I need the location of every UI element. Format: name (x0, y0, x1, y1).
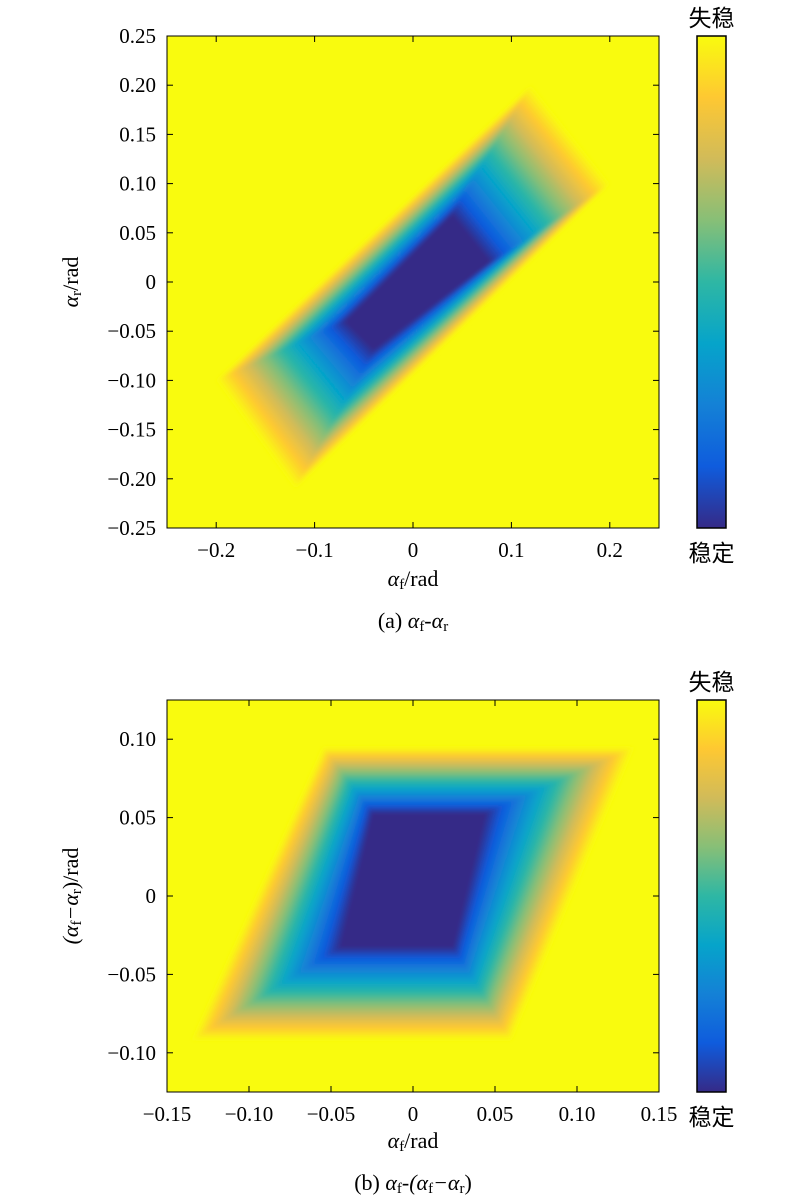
x-tick-label: −0.10 (225, 1102, 274, 1126)
heatmap-level (339, 812, 487, 948)
y-tick-label: 0.20 (119, 73, 156, 97)
x-tick-label: 0 (408, 538, 419, 562)
colorbar (696, 35, 727, 529)
y-tick-label: −0.25 (107, 516, 156, 540)
y-tick-label: −0.10 (107, 1041, 156, 1065)
chart-panel-a: −0.2 −0.1 0 0.1 0.20.250.200.150.100.050−0.0… (58, 6, 735, 635)
y-tick-label: −0.15 (107, 418, 156, 442)
colorbar-bottom-label: 稳定 (689, 1105, 735, 1130)
y-tick-label: 0.05 (119, 806, 156, 830)
x-tick-label: −0.05 (307, 1102, 356, 1126)
y-tick-label: 0.25 (119, 24, 156, 48)
panel-caption: (a) αf-αr (378, 608, 448, 635)
y-tick-label: −0.20 (107, 467, 156, 491)
heatmap-region (216, 85, 610, 489)
x-tick-label: 0.15 (641, 1102, 678, 1126)
y-axis-label: (αf−αr)/rad (58, 848, 85, 945)
x-tick-label: 0.10 (559, 1102, 596, 1126)
y-tick-label: −0.05 (107, 319, 156, 343)
x-tick-label: 0.2 (597, 538, 623, 562)
x-tick-label: 0 (408, 1102, 419, 1126)
colorbar-bottom-label: 稳定 (689, 541, 735, 566)
x-tick-label: −0.2 (197, 538, 235, 562)
heatmap-layers (216, 85, 610, 489)
x-axis-label: αf/rad (388, 1128, 439, 1155)
y-tick-label: 0.10 (119, 727, 156, 751)
y-tick-label: 0.15 (119, 122, 156, 146)
panel-caption: (b) αf-(αf−αr) (354, 1170, 472, 1197)
y-tick-label: 0 (146, 270, 157, 294)
y-tick-label: 0.10 (119, 172, 156, 196)
y-tick-label: −0.10 (107, 368, 156, 392)
colorbar-top-label: 失稳 (689, 6, 735, 31)
x-tick-label: −0.1 (296, 538, 334, 562)
heatmap-level (344, 213, 492, 351)
colorbar-top-label: 失稳 (689, 670, 735, 695)
x-tick-label: 0.1 (498, 538, 524, 562)
heatmap-region (191, 747, 635, 1041)
x-tick-label: 0.05 (477, 1102, 514, 1126)
colorbar (696, 699, 727, 1093)
y-tick-label: 0.05 (119, 221, 156, 245)
y-axis-label: αr/rad (58, 257, 85, 308)
y-tick-label: −0.05 (107, 962, 156, 986)
chart-panel-b: −0.15 −0.10 −0.05 0 0.05 0.10 0.15 0.10 0.05 0 −0.… (58, 670, 735, 1197)
heatmap-layers (191, 747, 635, 1041)
y-tick-label: 0 (146, 884, 157, 908)
x-tick-label: −0.15 (143, 1102, 192, 1126)
x-axis-label: αf/rad (388, 566, 439, 593)
